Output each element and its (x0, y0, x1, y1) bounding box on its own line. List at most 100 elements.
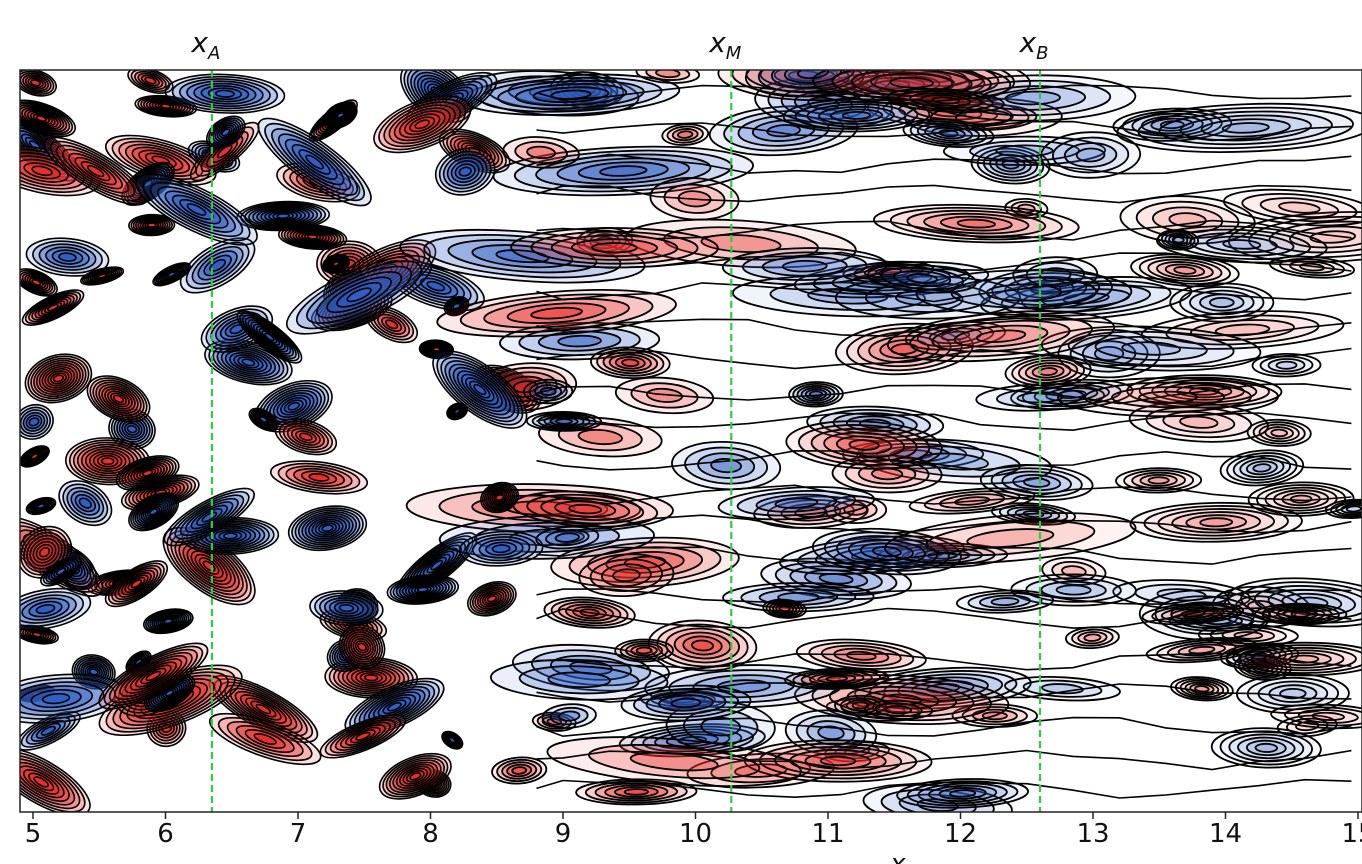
positive-vortex (467, 581, 517, 617)
x-tick-label: 12 (944, 819, 977, 849)
contour-ring (336, 111, 345, 119)
negative-vortex (955, 589, 1055, 614)
positive-vortex (319, 714, 407, 759)
contour-ring (966, 528, 1055, 549)
negative-vortex (326, 638, 366, 673)
positive-vortex (886, 310, 1116, 363)
contour-ring (885, 705, 912, 715)
contour-ring (483, 297, 630, 329)
contour-ring (817, 725, 845, 741)
positive-vortex (795, 638, 927, 673)
negative-vortex (236, 200, 331, 232)
negative-vortex (20, 587, 92, 631)
negative-vortex (25, 237, 110, 277)
contour-ring (30, 453, 39, 460)
negative-vortex (441, 730, 464, 750)
contour-ring (486, 595, 498, 603)
contour-ring (148, 508, 159, 516)
contour-ring (160, 103, 172, 109)
positive-vortex (104, 560, 169, 608)
positive-vortex (635, 70, 701, 84)
contour-ring (645, 70, 691, 81)
contour-ring (1173, 266, 1197, 275)
negative-vortex (323, 101, 358, 129)
negative-vortex (257, 117, 372, 207)
positive-vortex (614, 376, 715, 415)
contour-ring (1270, 428, 1288, 438)
negative-vortex (1040, 325, 1262, 372)
contour-ring (332, 261, 340, 267)
contour-line (536, 412, 1352, 432)
positive-vortex (20, 445, 50, 468)
contour-ring (670, 697, 702, 709)
negative-vortex (309, 590, 384, 627)
contour-ring (86, 164, 105, 178)
positive-vortex (43, 136, 148, 206)
contour-line (536, 251, 1352, 272)
contour-ring (167, 271, 176, 278)
contour-ring (40, 725, 56, 736)
contour-ring (1311, 711, 1345, 721)
contour-ring (28, 417, 40, 427)
contour-line (536, 607, 1352, 629)
contour-ring (384, 319, 399, 330)
contour-ring (1199, 517, 1234, 528)
contour-ring (655, 70, 681, 79)
contour-ring (872, 203, 1080, 244)
contour-ring (1297, 709, 1359, 724)
x-tick-label: 11 (811, 819, 844, 849)
x-tick-label: 8 (422, 819, 439, 849)
negative-vortex (1010, 573, 1137, 607)
contour-ring (1247, 481, 1355, 517)
contour-ring (31, 631, 43, 638)
contour-line (536, 682, 1352, 703)
positive-vortex (614, 638, 674, 663)
contour-line (536, 546, 1352, 565)
positive-vortex (1222, 188, 1362, 227)
contour-ring (879, 339, 930, 359)
contour-ring (1345, 505, 1362, 513)
contour-ring (306, 234, 319, 240)
positive-vortex (436, 289, 677, 338)
contour-ring (30, 79, 41, 87)
positive-vortex (20, 268, 58, 297)
contour-ring (658, 694, 714, 712)
contour-ring (925, 520, 1096, 556)
contour-ring (906, 273, 939, 284)
x-tick-label: 10 (679, 819, 712, 849)
contour-ring (975, 329, 1027, 343)
x-tick-label: 9 (555, 819, 572, 849)
negative-vortex (788, 381, 844, 408)
contour-line (536, 84, 1352, 103)
contour-ring (146, 222, 157, 228)
positive-vortex (80, 266, 125, 286)
contour-ring (141, 469, 154, 477)
negative-vortex (782, 98, 931, 133)
contour-ring (1275, 652, 1332, 667)
contour-ring (100, 457, 115, 466)
contour-ring (950, 276, 1098, 309)
contour-ring (691, 639, 714, 652)
contour-ring (1022, 679, 1103, 698)
contour-ring (1254, 602, 1348, 626)
contour-ring (97, 273, 107, 279)
positive-vortex (20, 747, 91, 812)
contour-ring (1094, 336, 1208, 361)
contour-ring (939, 215, 1013, 232)
contour-ring (1023, 477, 1051, 488)
x-tick-label: 15 (1341, 819, 1362, 849)
contour-ring (321, 524, 334, 532)
negative-vortex (461, 73, 681, 116)
contour-ring (31, 278, 42, 286)
contour-ring (614, 638, 674, 663)
contour-ring (547, 671, 611, 689)
contour-ring (78, 497, 92, 509)
contour-ring (214, 89, 235, 98)
contour-ring (448, 736, 457, 744)
contour-ring (130, 579, 143, 589)
contour-ring (884, 512, 1137, 565)
contour-ring (623, 788, 649, 796)
contour-ring (143, 179, 153, 188)
contour-ring (1179, 415, 1219, 429)
positive-vortex (1115, 467, 1203, 494)
